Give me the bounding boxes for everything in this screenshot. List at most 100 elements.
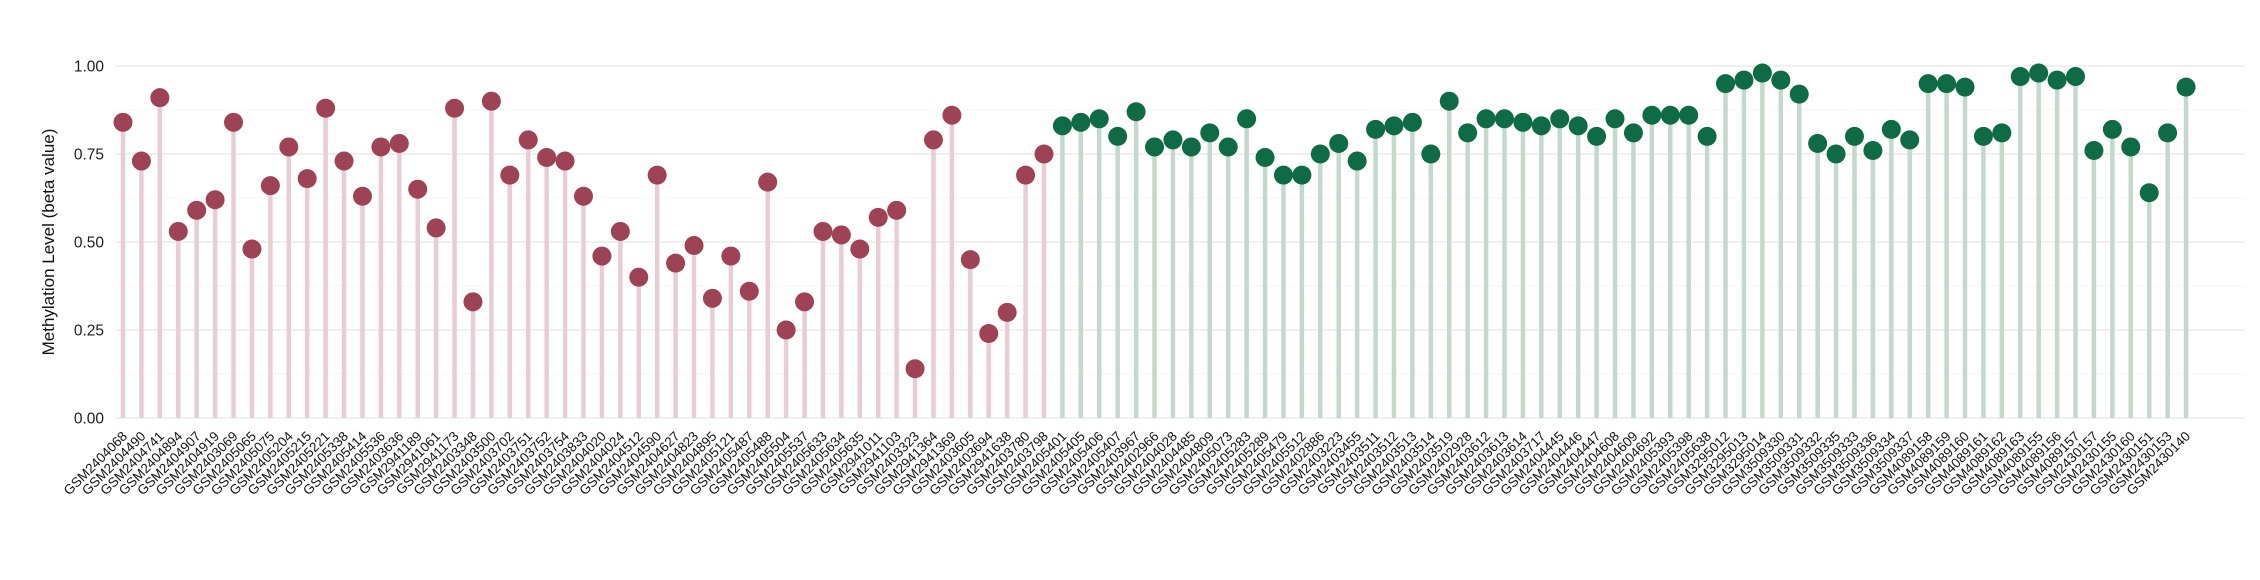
data-point-dot — [1550, 109, 1570, 129]
data-point-dot — [1016, 165, 1036, 185]
data-point-dot — [1697, 126, 1717, 146]
data-point-dot — [537, 148, 557, 168]
data-point-dot — [1145, 137, 1165, 157]
data-point-dot — [868, 207, 888, 227]
data-point-dot — [2176, 77, 2196, 97]
data-point-dot — [1973, 126, 1993, 146]
data-point-dot — [1679, 105, 1699, 125]
data-point-dot — [2121, 137, 2141, 157]
data-point-dot — [371, 137, 391, 157]
y-axis-tick-label: 0.25 — [74, 323, 104, 340]
data-point-dot — [1808, 133, 1828, 153]
data-point-dot — [2158, 123, 2178, 143]
stems — [120, 73, 2189, 418]
data-point-dot — [1071, 112, 1091, 132]
data-point-dot — [1108, 126, 1128, 146]
data-point-dot — [481, 91, 501, 111]
data-point-dot — [426, 218, 446, 238]
data-point-dot — [1310, 144, 1330, 164]
data-point-dot — [1366, 119, 1386, 139]
data-point-dot — [1734, 70, 1754, 90]
data-point-dot — [1402, 112, 1422, 132]
data-point-dot — [334, 151, 354, 171]
data-point-dot — [2047, 70, 2067, 90]
data-point-dot — [1992, 123, 2012, 143]
data-point-dot — [1826, 144, 1846, 164]
data-point-dot — [1034, 144, 1054, 164]
data-point-dot — [2139, 183, 2159, 203]
data-point-dot — [574, 186, 593, 206]
data-point-dot — [1218, 137, 1238, 157]
data-point-dot — [1384, 116, 1404, 136]
data-point-dot — [260, 176, 280, 196]
data-point-dot — [979, 324, 999, 344]
data-point-dot — [1752, 63, 1772, 83]
data-point-dot — [1771, 70, 1791, 90]
data-point-dot — [205, 190, 225, 210]
data-point-dot — [352, 186, 372, 206]
data-point-dot — [739, 281, 759, 301]
data-point-dot — [131, 151, 151, 171]
data-point-dot — [1513, 112, 1533, 132]
data-point-dot — [1089, 109, 1109, 129]
data-point-dot — [2102, 119, 2122, 139]
data-point-dot — [702, 288, 722, 308]
data-point-dot — [1347, 151, 1367, 171]
data-point-dot — [150, 88, 170, 108]
data-point-dot — [997, 302, 1017, 322]
data-point-dot — [1937, 74, 1957, 94]
data-point-dot — [1605, 109, 1625, 129]
data-point-dot — [776, 320, 796, 340]
data-point-dots — [113, 63, 2196, 379]
gridlines — [115, 65, 2245, 419]
y-axis-tick-label: 0.00 — [74, 411, 105, 428]
data-point-dot — [1844, 126, 1864, 146]
data-point-dot — [445, 98, 465, 118]
data-point-dot — [795, 292, 815, 312]
data-point-dot — [316, 98, 336, 118]
data-point-dot — [592, 246, 612, 266]
data-point-dot — [1918, 74, 1938, 94]
data-point-dot — [887, 200, 907, 220]
data-point-dot — [2029, 63, 2049, 83]
data-point-dot — [224, 112, 244, 132]
data-point-dot — [1642, 105, 1662, 125]
data-point-dot — [1955, 77, 1975, 97]
data-point-dot — [1126, 102, 1146, 122]
data-point-dot — [1052, 116, 1072, 136]
data-point-dot — [684, 236, 704, 256]
data-point-dot — [242, 239, 262, 259]
data-point-dot — [905, 359, 925, 379]
data-point-dot — [463, 292, 483, 312]
data-point-dot — [2084, 140, 2104, 160]
data-point-dot — [1587, 126, 1607, 146]
data-point-dot — [923, 130, 943, 150]
data-point-dot — [1273, 165, 1293, 185]
data-point-dot — [758, 172, 778, 192]
data-point-dot — [1421, 144, 1441, 164]
y-axis-tick-label: 0.75 — [74, 147, 104, 164]
data-point-dot — [1531, 116, 1551, 136]
data-point-dot — [297, 169, 317, 189]
data-point-dot — [813, 221, 833, 241]
data-point-dot — [1900, 130, 1920, 150]
data-point-dot — [1439, 91, 1459, 111]
data-point-dot — [1863, 140, 1883, 160]
data-point-dot — [850, 239, 870, 259]
data-point-dot — [1458, 123, 1478, 143]
data-point-dot — [1237, 109, 1257, 129]
y-axis-title: Methylation Level (beta value) — [39, 129, 58, 356]
data-point-dot — [1200, 123, 1220, 143]
data-point-dot — [1789, 84, 1809, 104]
data-point-dot — [518, 130, 538, 150]
data-point-dot — [1181, 137, 1201, 157]
data-point-dot — [187, 200, 207, 220]
y-axis-tick-labels: 0.00 0.25 0.50 0.75 1.00 — [74, 59, 105, 428]
data-point-dot — [113, 112, 133, 132]
data-point-dot — [1163, 130, 1183, 150]
data-point-dot — [610, 221, 630, 241]
data-point-dot — [279, 137, 299, 157]
data-point-dot — [1716, 74, 1736, 94]
data-point-dot — [721, 246, 741, 266]
